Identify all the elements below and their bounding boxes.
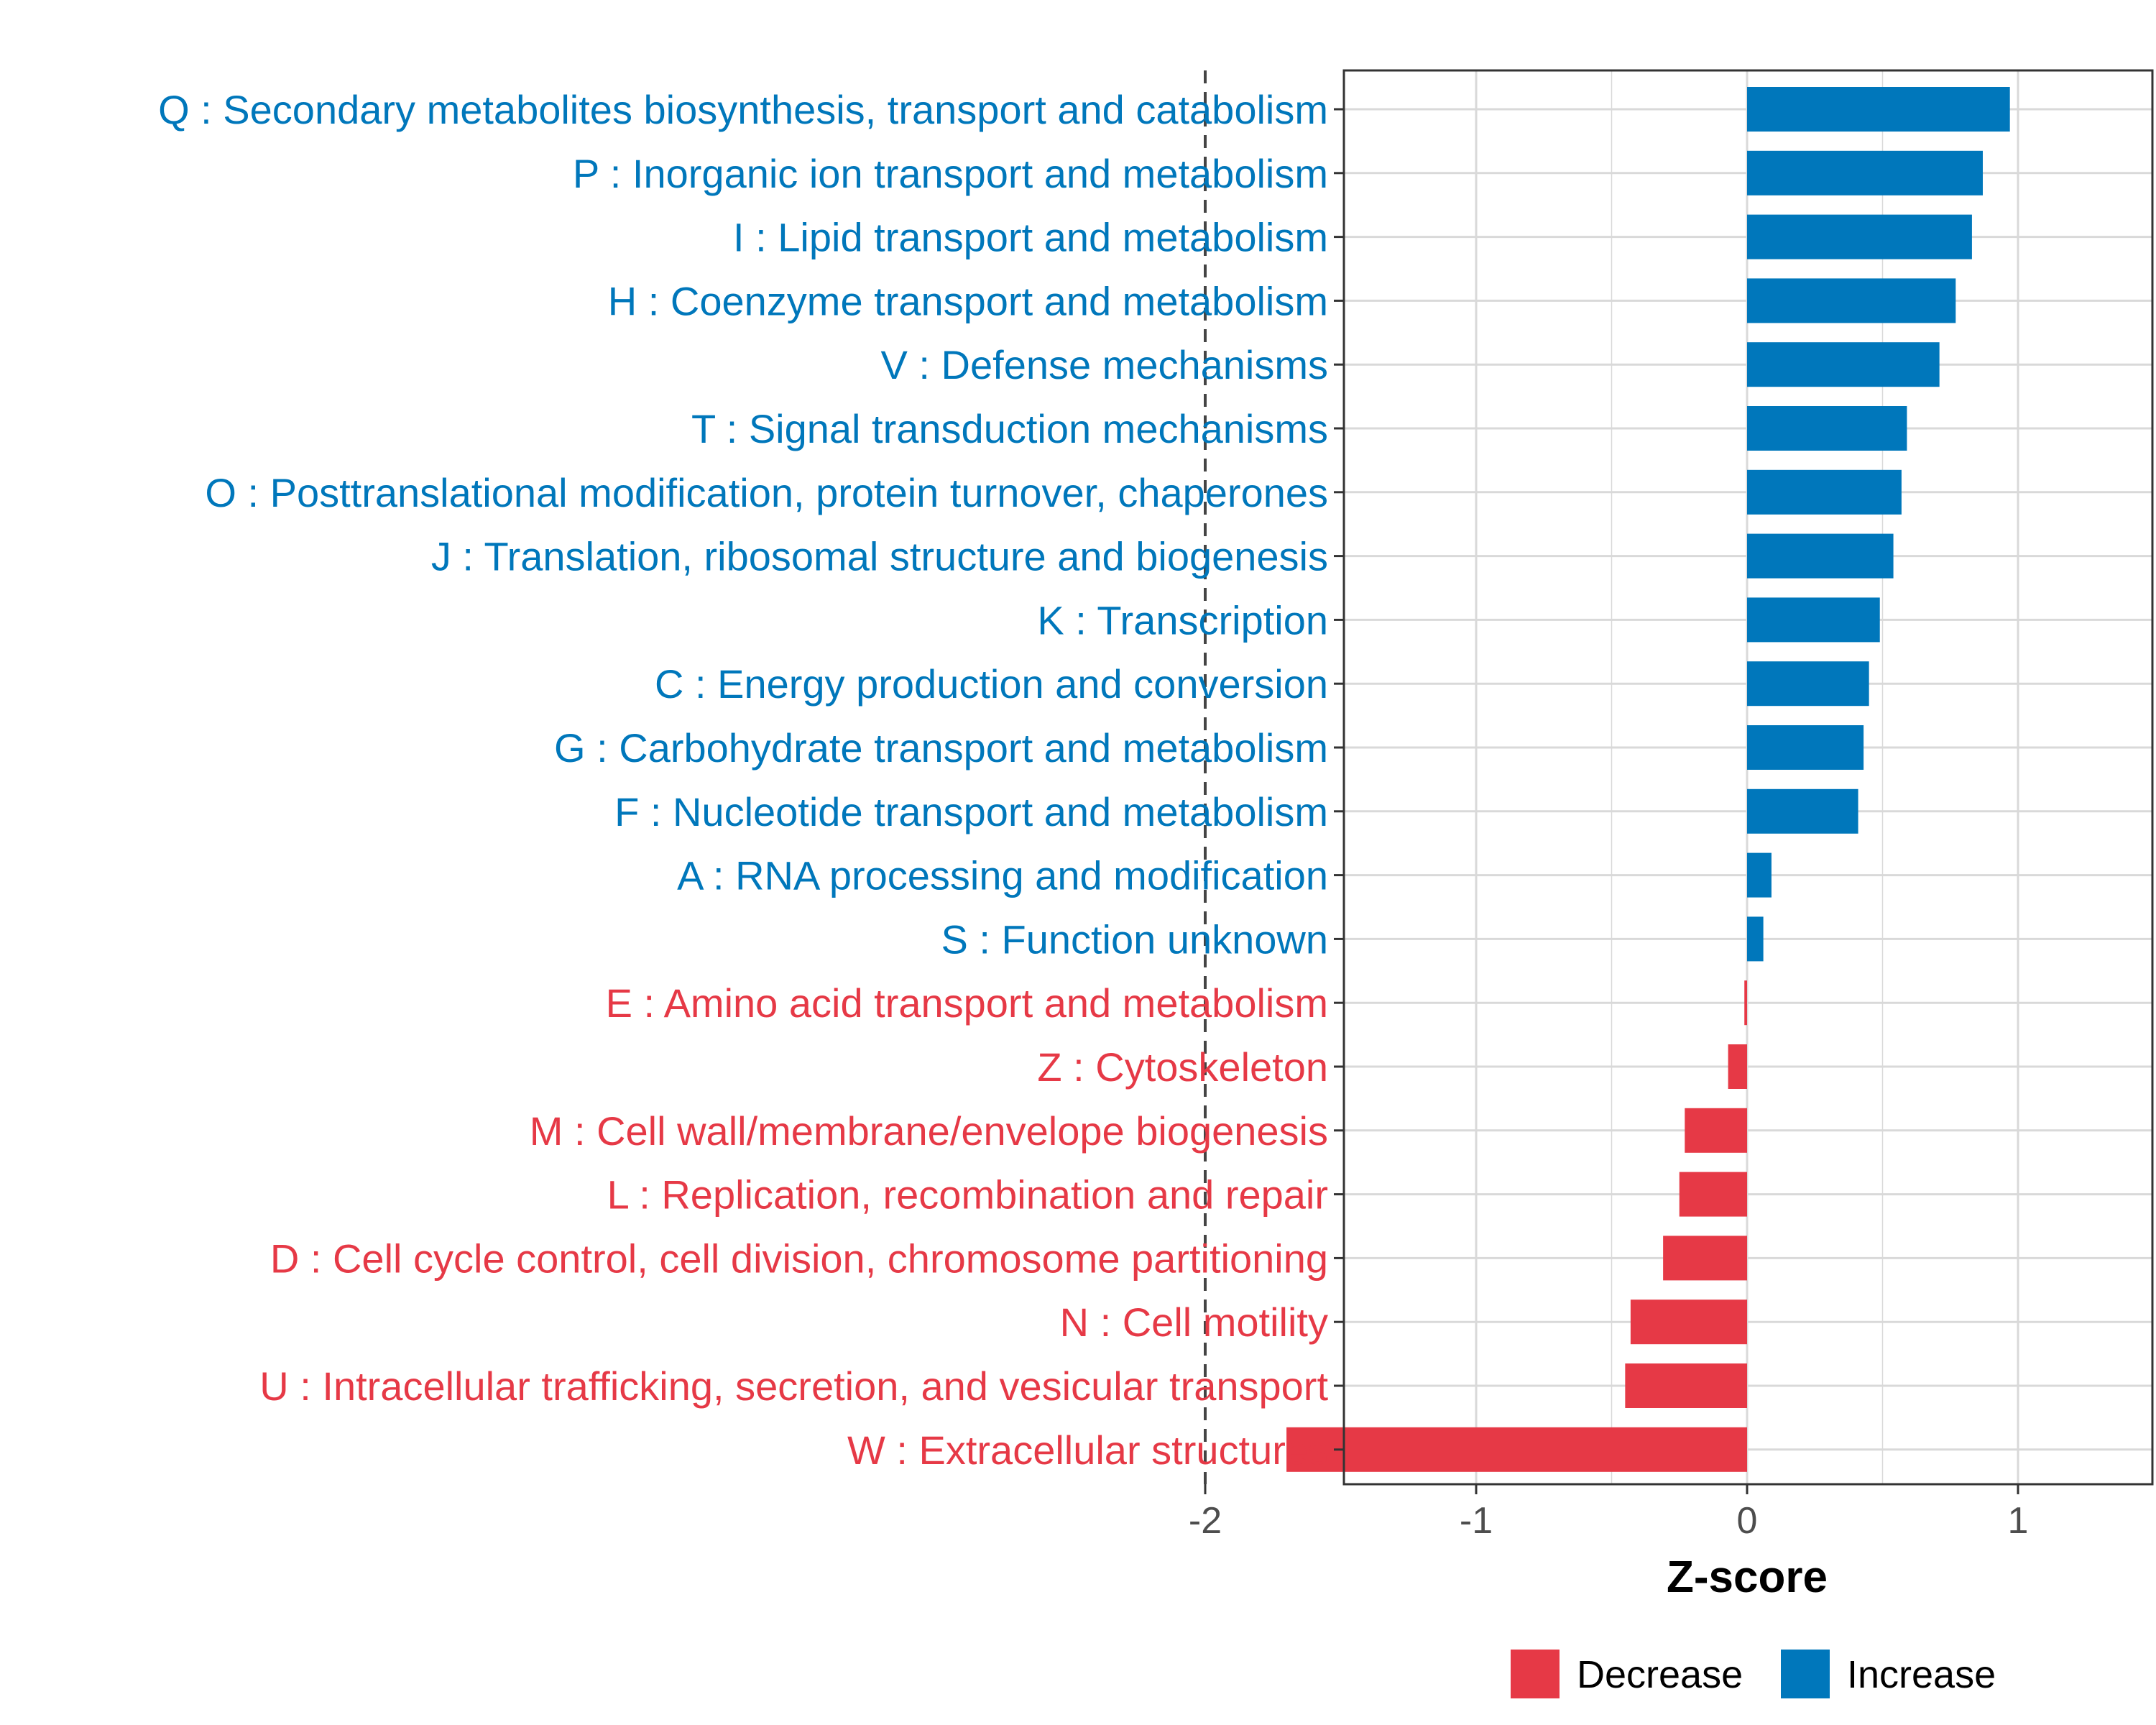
y-axis-ticks — [1334, 108, 1344, 1451]
bar-p — [1747, 150, 1983, 196]
bar-e — [1744, 980, 1747, 1026]
category-label: W : Extracellular structures — [847, 1427, 1328, 1473]
x-tick-label: 1 — [2008, 1500, 2029, 1542]
bar-d — [1663, 1236, 1747, 1281]
category-label: L : Replication, recombination and repai… — [607, 1172, 1328, 1218]
x-axis-title: Z-score — [1667, 1552, 1828, 1602]
legend-swatch-increase — [1781, 1650, 1830, 1698]
category-label: U : Intracellular trafficking, secretion… — [259, 1363, 1328, 1409]
bar-n — [1630, 1300, 1747, 1345]
category-label: M : Cell wall/membrane/envelope biogenes… — [530, 1108, 1328, 1154]
category-label: C : Energy production and conversion — [655, 661, 1328, 707]
bar-i — [1747, 214, 1972, 259]
bar-layer — [1286, 87, 2010, 1472]
bar-k — [1747, 597, 1880, 643]
category-labels: Q : Secondary metabolites biosynthesis, … — [158, 87, 1328, 1473]
category-label: F : Nucleotide transport and metabolism — [614, 789, 1328, 834]
bar-s — [1747, 916, 1764, 962]
bar-w — [1286, 1427, 1747, 1472]
bar-v — [1747, 342, 1940, 387]
bar-f — [1747, 788, 1858, 834]
bar-a — [1747, 852, 1772, 898]
bar-g — [1747, 725, 1864, 770]
category-label: T : Signal transduction mechanisms — [691, 406, 1328, 451]
category-label: A : RNA processing and modification — [677, 853, 1328, 898]
category-label: H : Coenzyme transport and metabolism — [608, 278, 1328, 323]
bar-z — [1728, 1044, 1747, 1089]
bar-u — [1625, 1363, 1747, 1408]
x-tick-label: 0 — [1737, 1500, 1758, 1542]
category-label: V : Defense mechanisms — [881, 342, 1328, 387]
x-tick-label: -1 — [1460, 1500, 1493, 1542]
category-label: N : Cell motility — [1060, 1300, 1328, 1345]
category-label: E : Amino acid transport and metabolism — [606, 980, 1328, 1026]
category-label: P : Inorganic ion transport and metaboli… — [573, 151, 1328, 196]
category-label: O : Posttranslational modification, prot… — [205, 470, 1328, 515]
category-label: D : Cell cycle control, cell division, c… — [270, 1236, 1328, 1281]
bar-o — [1747, 469, 1902, 515]
bar-l — [1679, 1172, 1747, 1217]
category-label: K : Transcription — [1037, 597, 1328, 643]
bar-h — [1747, 278, 1956, 323]
bar-q — [1747, 87, 2010, 132]
category-label: I : Lipid transport and metabolism — [733, 215, 1328, 260]
legend-swatch-decrease — [1511, 1650, 1560, 1698]
legend-label-increase: Increase — [1847, 1653, 1996, 1696]
x-axis-ticks: -2-1012 — [1189, 1484, 2029, 1542]
category-label: Z : Cytoskeleton — [1037, 1044, 1328, 1090]
bar-t — [1747, 406, 1907, 451]
bar-m — [1685, 1108, 1747, 1153]
category-label: S : Function unknown — [941, 916, 1328, 962]
bar-j — [1747, 533, 1894, 579]
category-label: G : Carbohydrate transport and metabolis… — [554, 725, 1328, 770]
legend-label-decrease: Decrease — [1577, 1653, 1743, 1696]
bar-c — [1747, 661, 1869, 707]
x-tick-label: -2 — [1189, 1500, 1222, 1542]
category-label: J : Translation, ribosomal structure and… — [431, 534, 1328, 579]
category-label: Q : Secondary metabolites biosynthesis, … — [158, 87, 1328, 132]
legend: Decrease Increase — [1511, 1650, 1996, 1698]
